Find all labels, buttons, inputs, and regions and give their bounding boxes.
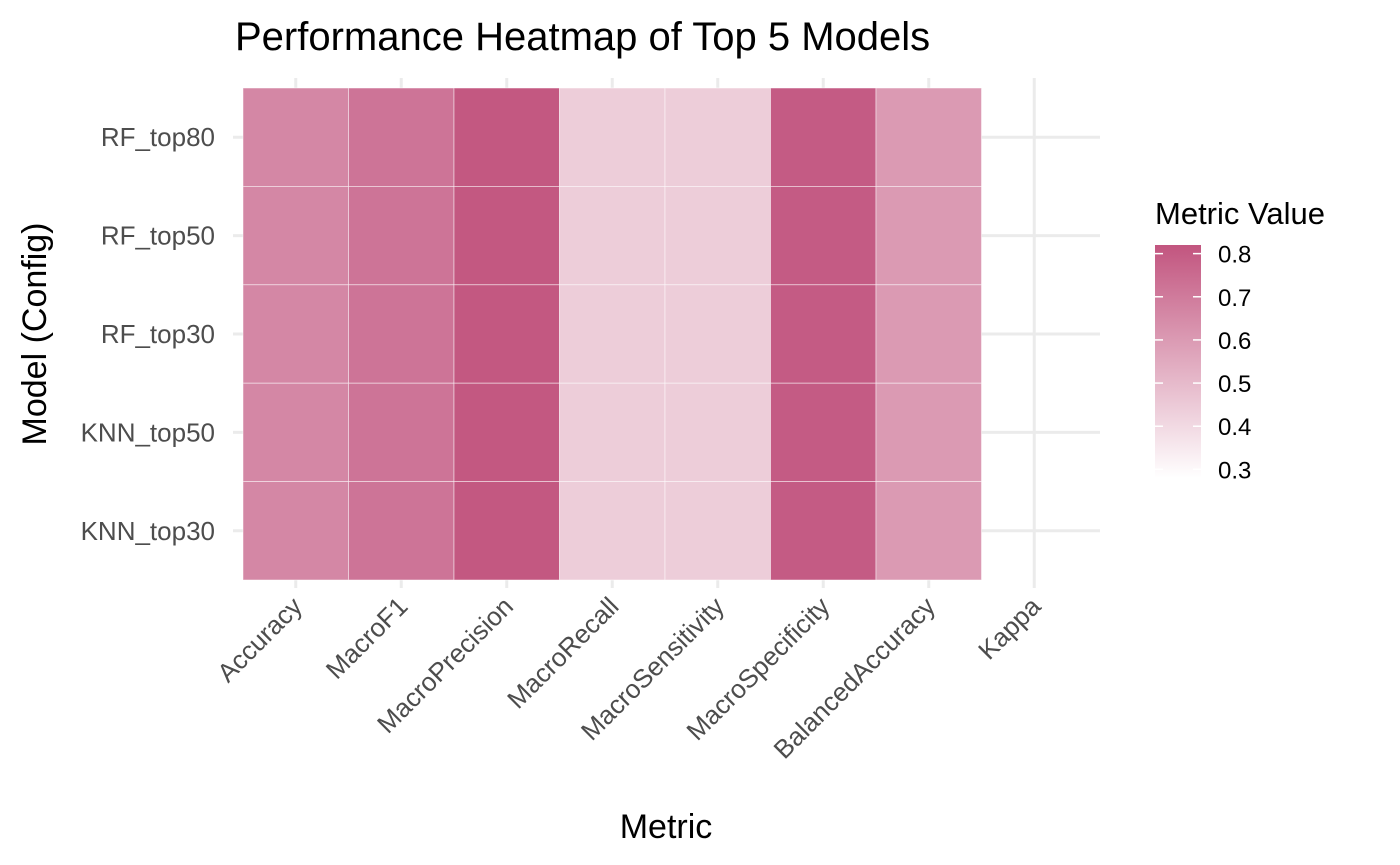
legend-colorbar — [1155, 245, 1201, 478]
color-legend: Metric Value 0.8 0.7 0.6 0.5 0.4 0.3 — [1155, 196, 1325, 484]
heatmap-cell — [453, 481, 560, 581]
x-axis-title: Metric — [620, 808, 713, 846]
chart-title: Performance Heatmap of Top 5 Models — [235, 15, 930, 59]
heatmap-cell — [242, 284, 349, 384]
y-tick-label: RF_top80 — [101, 122, 215, 152]
legend-tick-label: 0.4 — [1218, 414, 1251, 441]
heatmap-cell — [875, 284, 982, 384]
heatmap-cell — [770, 185, 877, 286]
x-axis-ticks: Accuracy MacroF1MacroPrecisionMacroRecall… — [211, 591, 1047, 765]
heatmap-cell — [242, 185, 349, 286]
legend-title: Metric Value — [1155, 196, 1325, 231]
y-axis-ticks: RF_top80 RF_top50 RF_top30 KNN_top50 KNN_top… — [81, 122, 215, 546]
heatmap-cell — [242, 481, 349, 581]
x-tick-label: MacroF1 — [320, 591, 414, 685]
y-tick-label: RF_top30 — [101, 319, 215, 349]
heatmap-cell — [348, 382, 455, 483]
heatmap-cell — [875, 481, 982, 581]
heatmap-cells — [242, 87, 982, 581]
heatmap-cell — [348, 284, 455, 384]
heatmap-cell — [664, 185, 771, 286]
heatmap-cell — [453, 382, 560, 483]
heatmap-cell — [453, 284, 560, 384]
legend-tick-label: 0.7 — [1218, 285, 1251, 312]
legend-tick-label: 0.8 — [1218, 242, 1251, 269]
heatmap-cell — [242, 87, 349, 187]
heatmap-cell — [559, 481, 666, 581]
heatmap-cell — [242, 382, 349, 483]
y-tick-label: KNN_top50 — [81, 417, 215, 447]
heatmap-cell — [453, 87, 560, 187]
legend-tick-label: 0.3 — [1218, 457, 1251, 484]
x-tick-label: Kappa — [972, 591, 1047, 666]
heatmap-cell — [875, 382, 982, 483]
heatmap-cell — [664, 87, 771, 187]
heatmap-cell — [664, 382, 771, 483]
y-axis-title: Model (Config) — [16, 223, 54, 446]
heatmap-cell — [559, 87, 666, 187]
y-tick-label: RF_top50 — [101, 221, 215, 251]
heatmap-cell — [770, 481, 877, 581]
heatmap-cell — [559, 284, 666, 384]
heatmap-cell — [348, 185, 455, 286]
heatmap-cell — [770, 382, 877, 483]
y-tick-label: KNN_top30 — [81, 516, 215, 546]
heatmap-cell — [559, 185, 666, 286]
heatmap-cell — [559, 382, 666, 483]
heatmap-cell — [875, 185, 982, 286]
legend-tick-label: 0.6 — [1218, 328, 1251, 355]
heatmap-cell — [348, 481, 455, 581]
x-tick-label: Accuracy — [211, 591, 308, 688]
heatmap-cell — [664, 284, 771, 384]
legend-ticks: 0.8 0.7 0.6 0.5 0.4 0.3 — [1155, 242, 1251, 484]
heatmap-cell — [664, 481, 771, 581]
heatmap-cell — [770, 284, 877, 384]
heatmap-cell — [770, 87, 877, 187]
heatmap-cell — [875, 87, 982, 187]
heatmap-cell — [453, 185, 560, 286]
heatmap-cell — [348, 87, 455, 187]
legend-tick-label: 0.5 — [1218, 371, 1251, 398]
